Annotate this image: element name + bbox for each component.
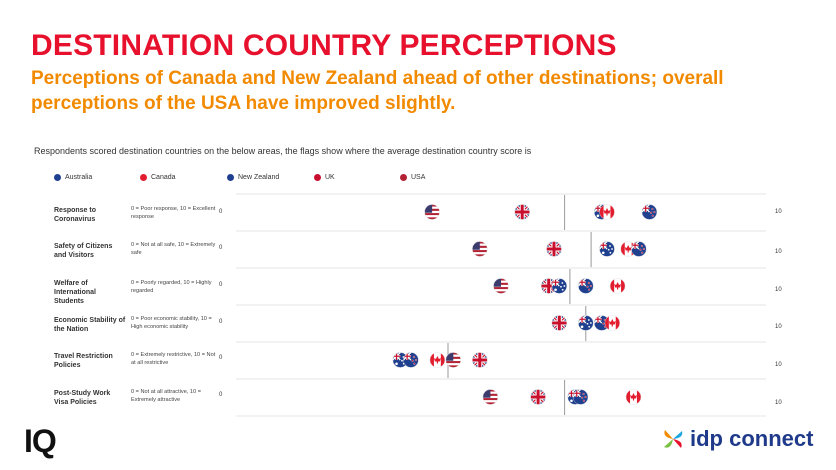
axis-max-label: 10	[775, 249, 782, 255]
legend-uk: UK	[314, 174, 335, 181]
flag-marker-australia	[594, 204, 610, 220]
row-scale: 0 = Poor response, 10 = Excellent respon…	[131, 206, 216, 220]
legend-label: USA	[411, 174, 426, 181]
row-scale: 0 = Not at all safe, 10 = Extremely safe	[131, 242, 216, 256]
legend-new-zealand: New Zealand	[227, 174, 279, 181]
row-label: Response to Coronavirus	[54, 207, 97, 223]
flag-marker-australia	[567, 389, 583, 405]
legend-label: New Zealand	[238, 174, 280, 181]
australia-flag-icon	[54, 174, 61, 181]
row-label: Safety of Citizens and Visitors	[54, 243, 113, 259]
iq-logo: IQ	[24, 423, 57, 459]
uk-flag-icon	[314, 174, 321, 181]
axis-min-label: 0	[219, 209, 223, 215]
axis-min-label: 0	[219, 245, 223, 251]
axis-min-label: 0	[219, 355, 223, 361]
flag-marker-canada	[620, 241, 636, 257]
flag-marker-uk	[541, 278, 557, 294]
flag-marker-australia	[551, 278, 567, 294]
page-title: DESTINATION COUNTRY PERCEPTIONS	[31, 29, 617, 62]
legend-australia: Australia	[54, 174, 92, 181]
idp-connect-text: idp connect	[690, 426, 814, 451]
legend-label: Canada	[151, 174, 176, 181]
flag-marker-uk	[546, 241, 562, 257]
flag-marker-canada	[609, 278, 626, 294]
flag-marker-new-zealand	[594, 315, 610, 331]
idp-leaf-icon	[664, 430, 683, 448]
flag-marker-uk	[514, 204, 530, 220]
flag-marker-canada	[625, 389, 642, 405]
flag-marker-new-zealand	[403, 352, 419, 368]
axis-max-label: 10	[775, 209, 782, 215]
row-label: Welfare of International Students	[54, 280, 97, 305]
flag-marker-usa	[493, 278, 509, 294]
legend-usa: USA	[400, 174, 425, 181]
axis-max-label: 10	[775, 400, 782, 406]
flag-marker-usa	[445, 352, 461, 368]
page-subtitle: Perceptions of Canada and New Zealand ah…	[31, 68, 724, 114]
flag-marker-australia	[599, 241, 615, 257]
flag-marker-new-zealand	[631, 241, 647, 257]
row-label: Travel Restriction Policies	[54, 353, 113, 369]
chart-note: Respondents scored destination countries…	[34, 146, 532, 156]
flag-marker-uk	[472, 352, 488, 368]
flag-marker-canada	[599, 204, 615, 220]
flag-marker-usa	[472, 241, 488, 257]
row-label: Post-Study Work Visa Policies	[54, 390, 111, 406]
idp-connect-logo: idp connect	[661, 426, 813, 452]
new-zealand-flag-icon	[227, 174, 234, 181]
axis-max-label: 10	[775, 362, 782, 368]
row-scale: 0 = Poor economic stability, 10 = High e…	[131, 316, 212, 330]
legend-canada: Canada	[140, 174, 176, 181]
axis-min-label: 0	[219, 319, 223, 325]
flag-marker-new-zealand	[641, 204, 658, 220]
canada-flag-icon	[140, 174, 147, 181]
axis-max-label: 10	[775, 324, 782, 330]
flag-marker-uk	[551, 315, 567, 331]
flag-marker-uk	[530, 389, 546, 405]
flag-marker-usa	[424, 204, 440, 220]
flag-marker-canada	[429, 352, 446, 368]
usa-flag-icon	[400, 174, 407, 181]
flag-marker-new-zealand	[578, 278, 594, 294]
axis-max-label: 10	[775, 287, 782, 293]
flag-marker-australia	[392, 352, 408, 368]
row-label: Economic Stability of the Nation	[54, 317, 126, 333]
row-scale: 0 = Not at all attractive, 10 = Extremel…	[131, 389, 201, 403]
flag-marker-usa	[482, 389, 499, 405]
legend-label: Australia	[65, 174, 93, 181]
axis-min-label: 0	[219, 282, 223, 288]
legend-label: UK	[325, 174, 335, 181]
row-scale: 0 = Poorly regarded, 10 = Highly regarde…	[131, 280, 212, 294]
axis-min-label: 0	[219, 392, 223, 398]
row-scale: 0 = Extremely restrictive, 10 = Not at a…	[131, 352, 216, 366]
flag-marker-canada	[604, 315, 620, 331]
flag-marker-new-zealand	[572, 389, 589, 405]
flag-marker-australia	[578, 315, 594, 331]
